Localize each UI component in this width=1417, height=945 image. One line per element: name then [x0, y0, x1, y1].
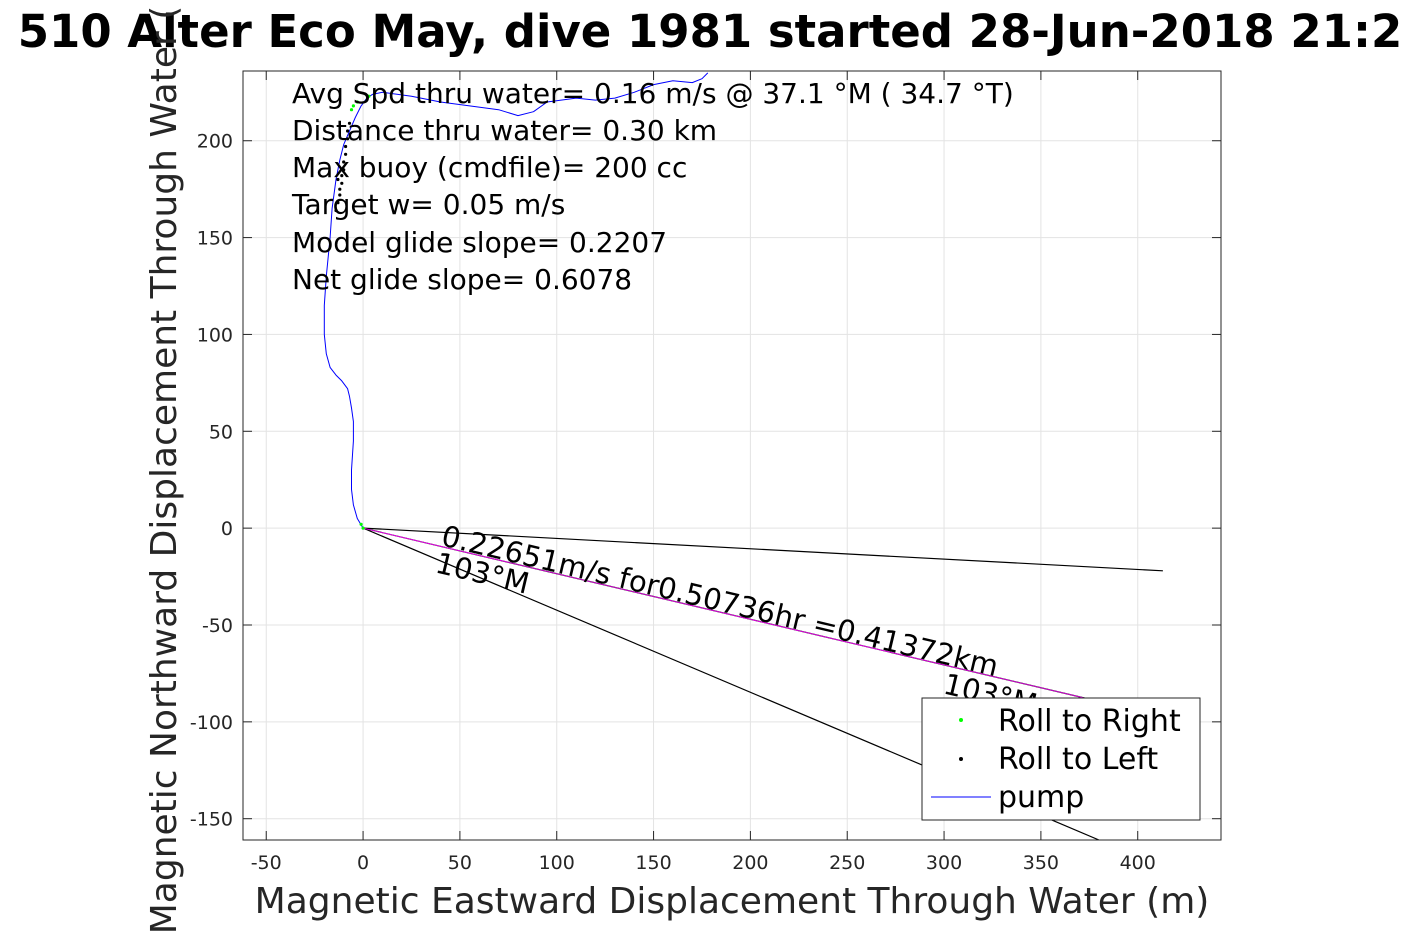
reference-line — [363, 527, 1163, 572]
roll-to-left-point — [338, 187, 342, 191]
roll-to-right-point — [351, 104, 355, 108]
annotation-max-buoy: Max buoy (cmdfile)= 200 cc — [292, 151, 687, 184]
x-tick-label: -50 — [251, 852, 282, 874]
x-tick-label: 350 — [1023, 852, 1059, 874]
legend-roll-left-label: Roll to Left — [998, 742, 1158, 777]
x-tick-label: 200 — [732, 852, 768, 874]
axes-box — [242, 70, 1222, 841]
roll-to-left-point — [336, 201, 340, 205]
y-tick-label: 100 — [197, 324, 233, 346]
x-axis-label: Magnetic Eastward Displacement Through W… — [255, 881, 1210, 922]
roll-to-right-point — [361, 526, 365, 530]
chart-title: 510 Alter Eco May, dive 1981 started 28-… — [18, 5, 1403, 58]
roll-to-right-point — [367, 94, 371, 98]
roll-to-left-point — [342, 168, 346, 172]
ticks — [243, 71, 1221, 840]
legend-roll-right-marker — [959, 718, 963, 722]
annotation-distance: Distance thru water= 0.30 km — [292, 114, 717, 147]
roll-to-right-point — [355, 100, 359, 104]
roll-to-left-point — [336, 177, 340, 182]
x-tick-label: 150 — [635, 852, 671, 874]
legend: Roll to Right Roll to Left pump — [921, 697, 1201, 821]
roll-to-left-point — [338, 193, 342, 197]
roll-to-left-point — [342, 160, 346, 164]
roll-to-left-point — [340, 181, 344, 185]
annotation-target-w: Target w= 0.05 m/s — [291, 188, 565, 221]
x-tick-label: 300 — [926, 852, 962, 874]
y-tick-label: 150 — [197, 228, 233, 250]
roll-to-right-point — [359, 522, 363, 526]
y-tick-label: 0 — [221, 518, 233, 540]
tick-labels: -50 0 50 100 150 200 250 300 350 400 -150 -100 -50 0 5… — [190, 131, 1156, 874]
reference-line — [363, 527, 1096, 701]
legend-pump-label: pump — [998, 780, 1084, 815]
y-axis-label: Magnetic Northward Displacement Through … — [144, 6, 185, 935]
legend-roll-right-label: Roll to Right — [998, 704, 1181, 739]
x-tick-label: 50 — [448, 852, 472, 874]
roll-to-left-point — [340, 174, 344, 178]
roll-to-left-point — [334, 208, 338, 213]
legend-box — [921, 697, 1201, 821]
annotation-avg-speed: Avg Spd thru water= 0.16 m/s @ 37.1 °M (… — [292, 77, 1014, 110]
x-tick-label: 400 — [1120, 852, 1156, 874]
x-tick-label: 250 — [829, 852, 865, 874]
y-tick-label: 50 — [209, 421, 233, 443]
annotation-model-glide: Model glide slope= 0.2207 — [292, 226, 667, 259]
roll-to-left-point — [344, 152, 348, 156]
x-tick-label: 0 — [357, 852, 369, 874]
legend-roll-left-marker — [959, 757, 963, 761]
x-tick-label: 100 — [539, 852, 575, 874]
y-tick-label: -50 — [202, 615, 233, 637]
annotation-net-glide: Net glide slope= 0.6078 — [292, 263, 632, 296]
y-tick-label: -100 — [190, 712, 233, 734]
roll-to-left-point — [347, 121, 352, 125]
roll-to-left-point — [344, 144, 348, 149]
roll-to-left-point — [346, 129, 350, 133]
roll-to-right-point — [349, 108, 354, 112]
roll-to-left-point — [346, 137, 350, 141]
y-tick-label: -150 — [190, 809, 233, 831]
y-tick-label: 200 — [197, 131, 233, 153]
